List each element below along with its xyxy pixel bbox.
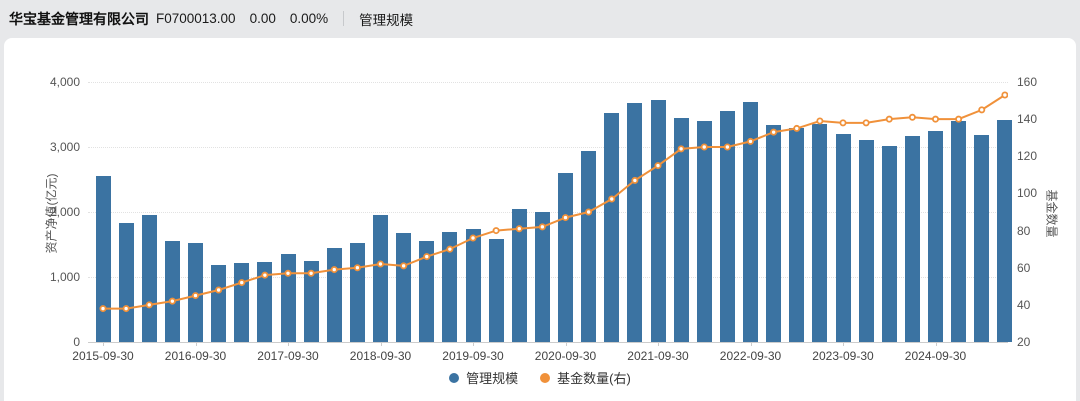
bar-2019-09-30[interactable] (465, 228, 481, 342)
x-tickmark (473, 342, 474, 346)
bar-2025-03-31[interactable] (974, 134, 990, 342)
x-tickmark (843, 342, 844, 346)
x-tickmark (565, 342, 567, 346)
header-bar: 华宝基金管理有限公司 F0700013.00 0.00 0.00% 管理规模 (0, 0, 1080, 37)
bar-2017-06-30[interactable] (257, 262, 273, 342)
x-tickmark (935, 342, 937, 346)
bar-2024-09-30[interactable] (928, 130, 943, 342)
left-tick-3,000: 3,000 (49, 140, 80, 154)
bar-2023-09-30[interactable] (835, 134, 851, 342)
bar-2023-03-31[interactable] (789, 127, 805, 342)
bar-2020-09-30[interactable] (558, 173, 573, 342)
right-tick-20: 20 (1017, 335, 1031, 349)
bar-2015-09-30[interactable] (95, 175, 111, 342)
legend-item-fund-count[interactable]: 基金数量(右) (540, 368, 631, 387)
right-tick-60: 60 (1017, 260, 1031, 275)
bar-2020-06-30[interactable] (534, 212, 550, 342)
bar-2023-06-30[interactable] (812, 123, 828, 342)
legend-dot-bar-series (449, 372, 460, 383)
left-tick-4,000: 4,000 (49, 75, 80, 89)
bar-2017-03-31[interactable] (234, 263, 250, 342)
x-tick-2022-09-30: 2022-09-30 (719, 349, 782, 363)
bar-2018-09-30[interactable] (373, 215, 388, 342)
right-tick-160: 160 (1017, 75, 1038, 89)
bar-2021-09-30[interactable] (650, 100, 666, 342)
bar-2021-06-30[interactable] (627, 103, 643, 342)
bar-2016-09-30[interactable] (188, 242, 203, 342)
bar-2017-09-30[interactable] (280, 254, 296, 342)
chart-legend: 管理规模 基金数量(右) (0, 368, 1080, 387)
legend-dot-line-series (540, 372, 551, 383)
change-percent: 0.00% (289, 11, 329, 26)
legend-label-bar-series: 管理规模 (466, 371, 519, 386)
right-tick-140: 140 (1017, 112, 1038, 127)
bar-2015-12-31[interactable] (118, 223, 134, 342)
x-tickmark (195, 342, 197, 346)
x-tickmark (750, 342, 752, 346)
x-tick-2023-09-30: 2023-09-30 (812, 349, 874, 363)
bar-2017-12-31[interactable] (303, 261, 319, 342)
bar-2021-03-31[interactable] (604, 113, 620, 342)
bar-2022-12-31[interactable] (766, 124, 782, 342)
bar-2018-06-30[interactable] (349, 243, 365, 342)
bar-2024-06-30[interactable] (904, 135, 920, 342)
bar-2019-12-31[interactable] (488, 238, 504, 342)
x-tick-2018-09-30: 2018-09-30 (349, 349, 412, 363)
x-axis-line (88, 342, 1008, 343)
x-tick-2020-09-30: 2020-09-30 (534, 349, 597, 363)
bar-2019-03-31[interactable] (419, 240, 435, 342)
legend-item-management-scale[interactable]: 管理规模 (449, 368, 518, 387)
company-name: 华宝基金管理有限公司 (9, 10, 149, 27)
bar-2019-06-30[interactable] (442, 231, 458, 342)
left-tick-2,000: 2,000 (49, 205, 80, 219)
bar-2018-12-31[interactable] (396, 233, 412, 342)
bar-2016-06-30[interactable] (164, 240, 180, 342)
bar-2018-03-31[interactable] (326, 248, 342, 342)
right-tick-40: 40 (1017, 297, 1031, 312)
bar-2024-03-31[interactable] (881, 146, 897, 342)
x-tickmark (288, 342, 289, 346)
bar-2022-09-30[interactable] (743, 102, 758, 342)
left-tick-0: 0 (73, 335, 80, 349)
bar-2023-12-31[interactable] (858, 139, 874, 342)
fund-code: F0700013.00 (156, 11, 236, 26)
right-tick-80: 80 (1017, 223, 1031, 238)
x-tick-2016-09-30: 2016-09-30 (164, 349, 227, 363)
bar-2025-06-30[interactable] (997, 119, 1013, 342)
x-tickmark (103, 342, 104, 346)
x-tick-2017-09-30: 2017-09-30 (257, 349, 319, 363)
left-tick-1,000: 1,000 (49, 270, 80, 284)
header-divider (343, 11, 345, 26)
bar-2024-12-31[interactable] (951, 121, 967, 342)
x-tickmark (380, 342, 382, 346)
x-tick-2015-09-30: 2015-09-30 (72, 349, 134, 363)
x-tick-2024-09-30: 2024-09-30 (904, 349, 967, 363)
x-tick-2019-09-30: 2019-09-30 (442, 349, 504, 363)
x-tick-2021-09-30: 2021-09-30 (627, 349, 689, 363)
bar-2016-12-31[interactable] (211, 264, 227, 342)
bar-2022-03-31[interactable] (696, 121, 712, 342)
bar-2020-12-31[interactable] (581, 150, 597, 342)
legend-label-line-series: 基金数量(右) (557, 371, 631, 386)
gridline (88, 82, 1008, 83)
bar-2020-03-31[interactable] (511, 209, 527, 342)
bar-2021-12-31[interactable] (673, 118, 689, 342)
bar-2022-06-30[interactable] (719, 110, 735, 342)
x-tickmark (658, 342, 659, 346)
chart-plot-area (88, 82, 1013, 346)
right-tick-100: 100 (1017, 186, 1038, 201)
right-tick-120: 120 (1017, 149, 1038, 164)
price-value: 0.00 (249, 11, 276, 26)
tab-management-scale[interactable]: 管理规模 (359, 12, 414, 28)
bar-2016-03-31[interactable] (141, 214, 157, 342)
